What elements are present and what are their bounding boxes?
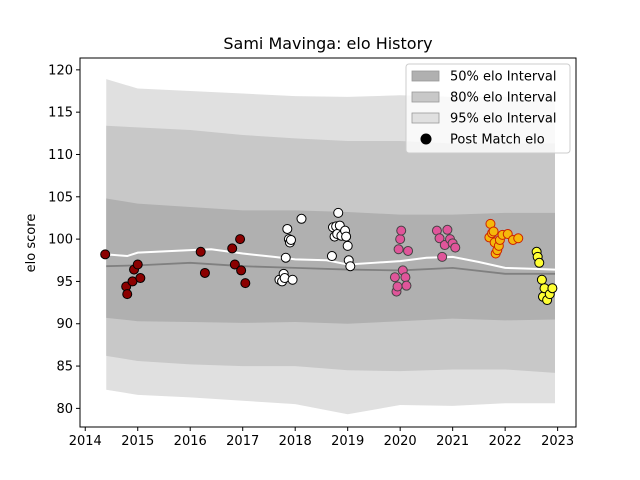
y-tick-label: 95 <box>56 275 73 290</box>
elo-point <box>326 251 337 262</box>
elo-point <box>236 265 247 276</box>
elo-point <box>437 251 448 262</box>
elo-point <box>395 234 406 245</box>
y-tick-label: 90 <box>56 317 73 332</box>
y-axis-label: elo score <box>24 214 39 273</box>
elo-point <box>235 234 246 245</box>
elo-point <box>442 224 453 235</box>
elo-point <box>240 278 251 289</box>
elo-line <box>106 248 556 271</box>
elo-point <box>450 242 461 253</box>
legend-label: 80% elo Interval <box>450 91 557 106</box>
y-tick-label: 80 <box>56 402 73 417</box>
plot-area: 2014 2015 2016 2017 2018 2019 2020 2021 2022 2023… <box>48 57 577 449</box>
y-tick-label: 100 <box>48 233 73 248</box>
elo-point <box>280 252 291 263</box>
elo-point <box>285 234 296 245</box>
elo-point <box>132 259 143 270</box>
legend-swatch <box>411 70 440 82</box>
x-tick-label: 2016 <box>174 434 207 449</box>
elo-point <box>229 259 240 270</box>
elo-point <box>403 245 414 256</box>
y-tick-label: 85 <box>56 360 73 375</box>
elo-point <box>342 240 353 251</box>
y-tick-label: 105 <box>48 190 73 205</box>
elo-point <box>199 267 210 278</box>
x-tick-label: 2020 <box>384 434 417 449</box>
legend-label: Post Match elo <box>450 133 545 148</box>
median-line <box>106 261 556 275</box>
elo-point <box>333 207 344 218</box>
elo-point <box>534 257 545 268</box>
axes-frame <box>79 57 577 428</box>
elo-point <box>341 231 352 242</box>
elo-point <box>389 272 400 283</box>
legend-label: 50% elo Interval <box>450 70 557 85</box>
x-tick-label: 2014 <box>69 434 102 449</box>
elo-point <box>282 223 293 234</box>
elo-point <box>287 274 298 285</box>
elo-point <box>396 225 407 236</box>
y-tick-label: 110 <box>48 148 73 163</box>
legend-marker <box>420 133 432 145</box>
x-tick-label: 2018 <box>279 434 312 449</box>
elo-point <box>393 244 404 255</box>
x-tick-label: 2021 <box>436 434 469 449</box>
x-tick-label: 2019 <box>331 434 364 449</box>
elo-point <box>296 213 307 224</box>
elo-point <box>100 249 111 260</box>
x-tick-label: 2023 <box>541 434 574 449</box>
elo-point <box>195 246 206 257</box>
elo-point <box>434 233 445 244</box>
elo-point <box>122 289 133 300</box>
y-tick-label: 115 <box>48 106 73 121</box>
x-tick-label: 2015 <box>121 434 154 449</box>
legend-swatch <box>411 112 440 124</box>
elo-point <box>135 273 146 284</box>
chart-title: Sami Mavinga: elo History <box>223 34 432 53</box>
elo-point <box>392 281 403 292</box>
legend-swatch <box>411 91 440 103</box>
legend: 50% elo Interval 80% elo Interval 95% elo … <box>405 63 571 154</box>
elo-point <box>227 243 238 254</box>
elo-point <box>547 283 558 294</box>
y-tick-label: 120 <box>48 63 73 78</box>
elo-point <box>488 226 499 237</box>
elo-point <box>536 274 547 285</box>
legend-label: 95% elo Interval <box>450 112 557 127</box>
x-tick-label: 2022 <box>489 434 522 449</box>
elo-point <box>513 233 524 244</box>
elo-point <box>400 272 411 283</box>
elo-point <box>401 280 412 291</box>
elo-point <box>345 261 356 272</box>
x-tick-label: 2017 <box>226 434 259 449</box>
legend-box <box>405 63 571 154</box>
